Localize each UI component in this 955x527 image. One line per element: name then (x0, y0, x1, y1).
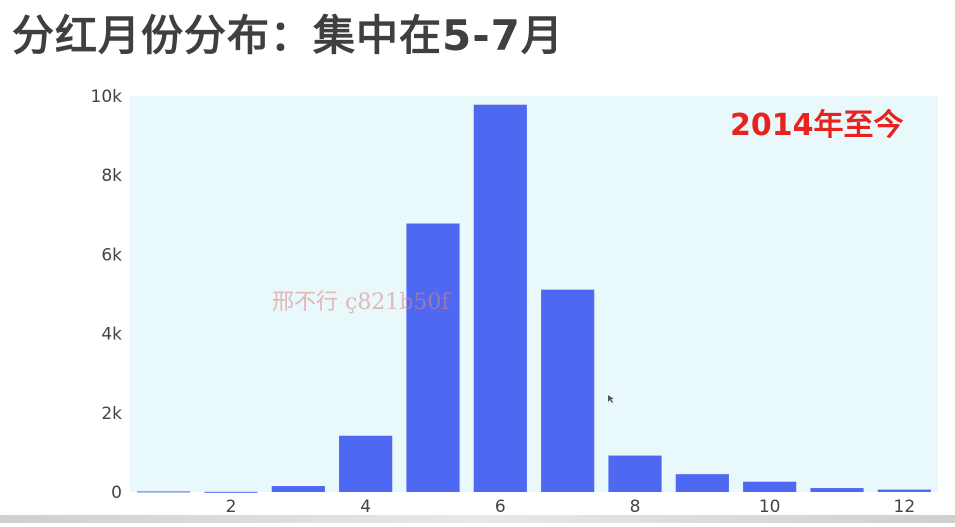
y-tick-label: 8k (101, 166, 122, 186)
bar-month-8 (608, 455, 662, 492)
period-annotation: 2014年至今 (730, 108, 904, 143)
bottom-bar (0, 515, 955, 523)
y-tick-label: 4k (101, 325, 122, 345)
y-tick-label: 0 (111, 483, 122, 503)
x-tick-label: 4 (360, 497, 371, 517)
y-tick-label: 6k (101, 245, 122, 265)
bar-month-3 (271, 486, 325, 492)
x-tick-label: 8 (630, 497, 641, 517)
bar-month-11 (810, 488, 864, 492)
mouse-cursor-icon (608, 395, 614, 403)
bar-month-6 (473, 104, 527, 492)
plot-background (130, 96, 938, 492)
x-tick-label: 2 (226, 497, 237, 517)
bar-month-10 (743, 481, 797, 492)
bar-month-4 (339, 435, 393, 492)
x-tick-label: 6 (495, 497, 506, 517)
bar-month-1 (137, 491, 191, 493)
bar-month-7 (541, 289, 595, 492)
x-tick-label: 12 (894, 497, 916, 517)
y-axis-ticks: 0 2k 4k 6k 8k 10k (91, 87, 123, 503)
x-tick-label: 10 (759, 497, 781, 517)
watermark: 邢不行 ç821b50f (272, 290, 450, 315)
slide-title: 分红月份分布：集中在5-7月 (12, 11, 564, 60)
x-axis-ticks: 2 4 6 8 10 12 (226, 497, 916, 517)
y-tick-label: 10k (91, 87, 123, 107)
bar-month-9 (675, 474, 729, 492)
bar-month-12 (877, 489, 931, 492)
bar-month-2 (204, 491, 258, 493)
bar-month-5 (406, 223, 460, 492)
y-tick-label: 2k (101, 404, 122, 424)
bars-group (137, 104, 931, 493)
